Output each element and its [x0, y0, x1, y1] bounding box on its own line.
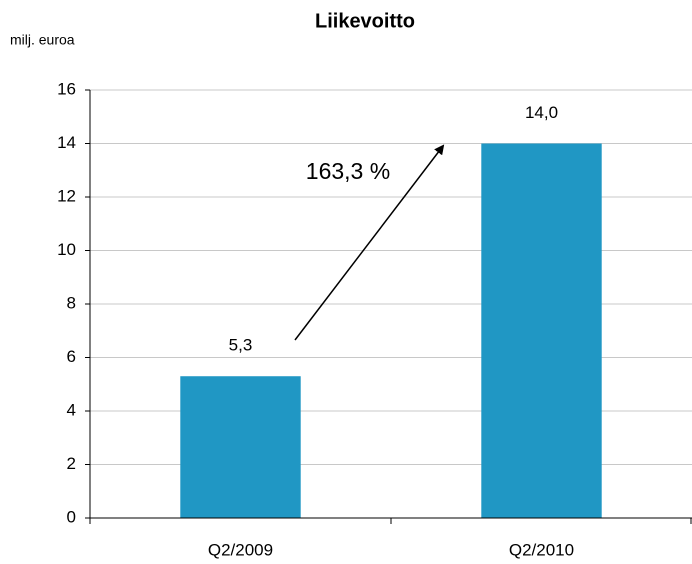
y-tick-label: 10 — [57, 240, 76, 259]
y-tick-label: 0 — [67, 507, 76, 526]
chart-title: Liikevoitto — [315, 10, 415, 32]
x-tick-label: Q2/2010 — [509, 540, 574, 559]
x-tick-label: Q2/2009 — [208, 540, 273, 559]
y-tick-label: 4 — [67, 400, 76, 419]
bar — [180, 376, 301, 518]
y-tick-label: 12 — [57, 186, 76, 205]
value-label: 5,3 — [229, 336, 253, 355]
y-axis-label: milj. euroa — [10, 32, 75, 48]
y-tick-label: 2 — [67, 454, 76, 473]
arrow — [294, 144, 445, 341]
value-label: 14,0 — [525, 103, 558, 122]
y-tick-label: 16 — [57, 79, 76, 98]
y-tick-label: 14 — [57, 133, 76, 152]
bar — [481, 143, 602, 518]
annotation: 163,3 % — [306, 158, 390, 184]
y-tick-label: 8 — [67, 293, 76, 312]
bars — [180, 143, 602, 518]
y-tick-label: 6 — [67, 347, 76, 366]
